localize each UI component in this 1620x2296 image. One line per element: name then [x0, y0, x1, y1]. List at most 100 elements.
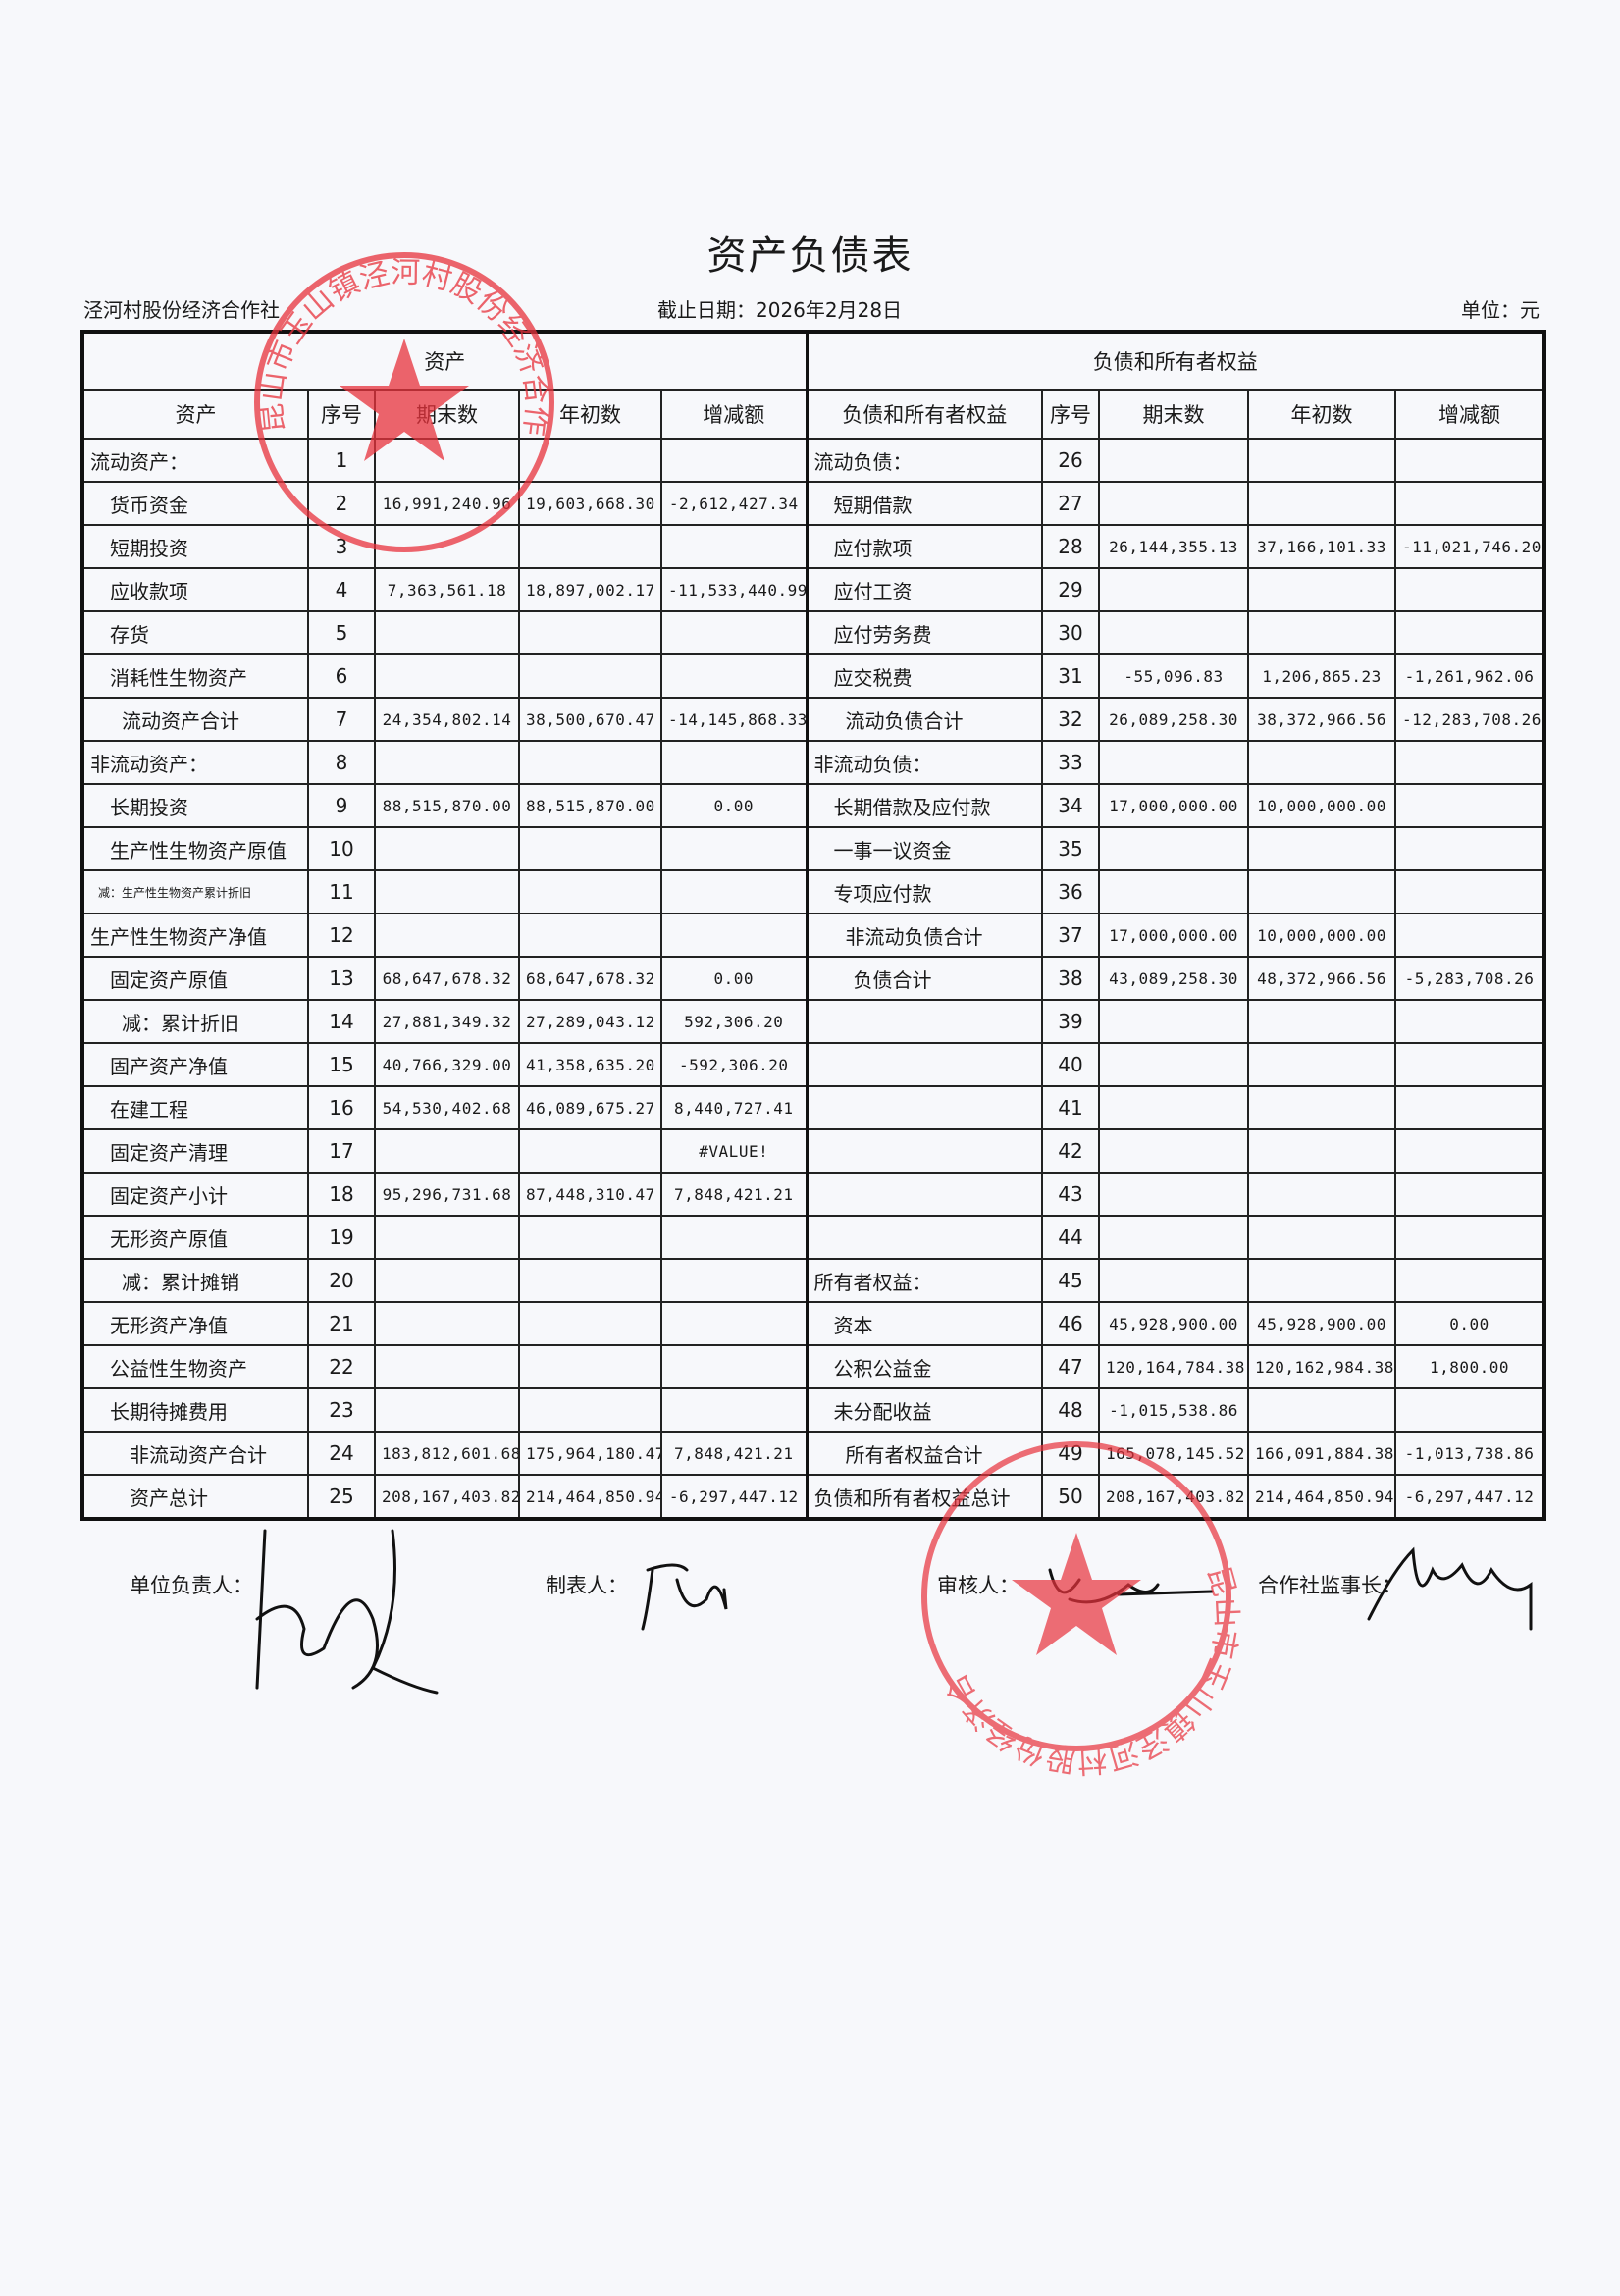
preparer-label: 制表人：	[546, 1574, 628, 1597]
change-amount	[1393, 783, 1546, 828]
table-row: 资产总计 25 208,167,403.82 214,464,850.94 -6,297…	[81, 1474, 1546, 1520]
item-name: 应付工资	[806, 567, 1043, 612]
end-balance: 26,144,355.13	[1098, 524, 1249, 569]
item-name: 所有者权益：	[806, 1258, 1043, 1303]
item-name: 公益性生物资产	[81, 1344, 309, 1389]
page-title: 资产负债表	[706, 234, 914, 279]
assets-group-header: 资产	[81, 331, 809, 391]
begin-balance	[518, 869, 662, 914]
seq-number: 28	[1041, 524, 1100, 569]
item-name: 非流动资产：	[81, 740, 309, 785]
begin-balance: 46,089,675.27	[518, 1085, 662, 1130]
end-balance-header: 期末数	[1098, 389, 1249, 440]
end-balance	[374, 653, 520, 699]
end-balance	[374, 869, 520, 914]
change-amount: 0.00	[660, 956, 809, 1001]
table-row: 货币资金 2 16,991,240.96 19,603,668.30 -2,612,42…	[81, 481, 1546, 526]
unit-head-label: 单位负责人：	[130, 1574, 253, 1597]
change-amount: 7,848,421.21	[660, 1431, 809, 1476]
seq-number: 12	[307, 913, 376, 958]
seq-number: 48	[1041, 1387, 1100, 1433]
begin-balance	[1247, 869, 1396, 914]
seq-number: 44	[1041, 1215, 1100, 1260]
unit-head-signature	[255, 1529, 439, 1695]
preparer-signature	[641, 1563, 728, 1631]
item-name: 固定资产原值	[81, 956, 309, 1001]
table-row: 长期投资 9 88,515,870.00 88,515,870.00 0.00 长期借款及…	[81, 783, 1546, 828]
end-balance: 45,928,900.00	[1098, 1301, 1249, 1346]
end-balance	[1098, 1215, 1249, 1260]
item-name: 负债和所有者权益总计	[806, 1474, 1043, 1520]
change-amount: 592,306.20	[660, 999, 809, 1044]
liabilities-group-header: 负债和所有者权益	[805, 331, 1546, 391]
begin-balance	[1247, 1258, 1396, 1303]
seq-number: 15	[307, 1042, 376, 1087]
item-name: 非流动负债合计	[806, 913, 1043, 958]
end-balance	[1098, 567, 1249, 612]
item-name: 短期投资	[81, 524, 309, 569]
table-row: 无形资产原值 19 44	[81, 1215, 1546, 1260]
end-balance	[374, 524, 520, 569]
change-amount	[1393, 826, 1546, 871]
begin-balance	[1247, 1215, 1396, 1260]
item-name: 在建工程	[81, 1085, 309, 1130]
seq-number: 13	[307, 956, 376, 1001]
table-row: 减：累计摊销 20 所有者权益： 45	[81, 1258, 1546, 1303]
end-balance	[374, 913, 520, 958]
end-balance	[1098, 869, 1249, 914]
end-balance: 27,881,349.32	[374, 999, 520, 1044]
seq-number: 33	[1041, 740, 1100, 785]
item-name: 流动资产合计	[81, 697, 309, 742]
reviewer-label: 审核人：	[937, 1574, 1019, 1597]
change-amount	[660, 1344, 809, 1389]
end-balance: 16,991,240.96	[374, 481, 520, 526]
begin-balance	[1247, 1042, 1396, 1087]
seq-number: 4	[307, 567, 376, 612]
change-amount	[660, 1215, 809, 1260]
begin-balance: 41,358,635.20	[518, 1042, 662, 1087]
begin-balance: 120,162,984.38	[1247, 1344, 1396, 1389]
begin-balance: 175,964,180.47	[518, 1431, 662, 1476]
item-name: 未分配收益	[806, 1387, 1043, 1433]
item-name: 长期待摊费用	[81, 1387, 309, 1433]
begin-balance	[1247, 826, 1396, 871]
begin-balance: 214,464,850.94	[518, 1474, 662, 1520]
change-amount	[1393, 610, 1546, 655]
item-name: 非流动负债：	[806, 740, 1043, 785]
table-row: 生产性生物资产净值 12 非流动负债合计 37 17,000,000.00 10,000,…	[81, 913, 1546, 958]
seq-number: 50	[1041, 1474, 1100, 1520]
begin-balance: 68,647,678.32	[518, 956, 662, 1001]
begin-balance	[518, 913, 662, 958]
change-amount	[660, 869, 809, 914]
item-name: 负债合计	[806, 956, 1043, 1001]
end-balance	[1098, 740, 1249, 785]
end-balance: 17,000,000.00	[1098, 783, 1249, 828]
table-row: 非流动资产： 8 非流动负债： 33	[81, 740, 1546, 785]
seq-number: 47	[1041, 1344, 1100, 1389]
end-balance	[374, 1215, 520, 1260]
change-amount: 7,848,421.21	[660, 1172, 809, 1217]
end-balance	[1098, 1172, 1249, 1217]
item-name: 专项应付款	[806, 869, 1043, 914]
end-balance: -1,015,538.86	[1098, 1387, 1249, 1433]
change-amount: -6,297,447.12	[660, 1474, 809, 1520]
change-amount: #VALUE!	[660, 1128, 809, 1174]
change-header: 增减额	[1393, 389, 1546, 440]
item-name: 非流动资产合计	[81, 1431, 309, 1476]
seq-number: 36	[1041, 869, 1100, 914]
end-balance-header: 期末数	[374, 389, 520, 440]
balance-sheet-table: 资产 负债和所有者权益 资产 序号 期末数 年初数 增减额 负债和所有者权益 序号 期末数 年初…	[80, 330, 1547, 1521]
seq-number: 7	[307, 697, 376, 742]
item-name: 长期借款及应付款	[806, 783, 1043, 828]
end-balance: 43,089,258.30	[1098, 956, 1249, 1001]
table-row: 固定资产清理 17 #VALUE! 42	[81, 1128, 1546, 1174]
seq-number: 49	[1041, 1431, 1100, 1476]
item-name	[806, 1042, 1043, 1087]
change-amount	[1393, 438, 1546, 483]
change-amount	[1393, 1085, 1546, 1130]
end-balance	[1098, 481, 1249, 526]
item-name: 长期投资	[81, 783, 309, 828]
seq-number: 2	[307, 481, 376, 526]
table-row: 减：生产性生物资产累计折旧 11 专项应付款 36	[81, 869, 1546, 914]
end-balance: 26,089,258.30	[1098, 697, 1249, 742]
